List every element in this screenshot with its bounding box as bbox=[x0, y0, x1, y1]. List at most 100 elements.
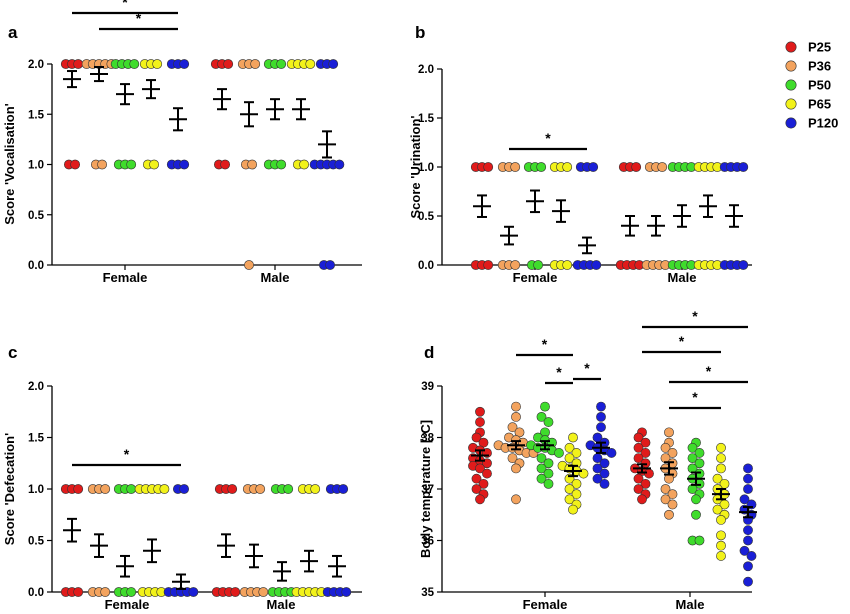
legend-label-p25: P25 bbox=[808, 40, 831, 55]
data-point-p36 bbox=[660, 494, 671, 505]
data-point-p65 bbox=[712, 504, 723, 515]
data-point-p25 bbox=[73, 59, 84, 69]
y-tick-label: 0.5 bbox=[28, 210, 45, 222]
panel-letter: a bbox=[8, 23, 18, 42]
y-tick-label: 38 bbox=[421, 433, 434, 445]
data-point-p50 bbox=[694, 458, 705, 469]
significance-star: * bbox=[679, 333, 685, 349]
significance-star: * bbox=[584, 360, 590, 376]
y-tick-label: 2.0 bbox=[28, 381, 44, 393]
data-point-p65 bbox=[562, 162, 573, 172]
y-tick-label: 36 bbox=[421, 536, 434, 548]
data-point-p25 bbox=[633, 442, 644, 453]
data-point-p25 bbox=[471, 473, 482, 484]
data-point-p36 bbox=[255, 484, 266, 494]
data-point-p25 bbox=[70, 159, 80, 170]
data-point-p25 bbox=[475, 417, 485, 427]
category-label: Male bbox=[267, 597, 296, 612]
legend-marker-p65 bbox=[785, 98, 797, 110]
category-label: Male bbox=[676, 597, 705, 612]
data-point-p25 bbox=[220, 159, 230, 170]
data-point-p36 bbox=[100, 484, 111, 494]
data-point-p25 bbox=[640, 478, 651, 489]
data-point-p120 bbox=[743, 484, 753, 494]
significance-star: * bbox=[556, 364, 562, 380]
legend: P25 P36 P50 P65 P120 bbox=[785, 40, 838, 131]
y-tick-label: 0.0 bbox=[28, 260, 44, 272]
data-point-p120 bbox=[179, 59, 190, 69]
data-point-p65 bbox=[712, 473, 723, 484]
data-point-p50 bbox=[536, 411, 547, 422]
data-point-p120 bbox=[739, 494, 750, 505]
data-point-p50 bbox=[687, 442, 698, 453]
data-point-p120 bbox=[592, 473, 603, 484]
category-label: Female bbox=[105, 597, 150, 612]
significance-star: * bbox=[706, 363, 712, 379]
data-point-p65 bbox=[571, 478, 582, 489]
data-point-p120 bbox=[743, 473, 753, 484]
data-point-p65 bbox=[568, 504, 578, 515]
panel-a-vocalisation: a 0.0 0.5 1.0 1.5 2.0 Score 'Vocalisation' Fema… bbox=[2, 0, 362, 285]
data-point-p36 bbox=[664, 509, 674, 520]
data-point-p25 bbox=[223, 59, 234, 69]
significance-star: * bbox=[692, 389, 698, 405]
panel-b-urination: b 0.0 0.5 1.0 1.5 2.0 Score 'Urination' Female M… bbox=[408, 23, 752, 285]
data-point-p65 bbox=[564, 494, 575, 505]
data-point-p120 bbox=[338, 484, 349, 494]
data-point-p120 bbox=[743, 525, 753, 536]
data-point-p25 bbox=[633, 473, 644, 484]
data-point-p25 bbox=[482, 468, 492, 479]
data-point-p36 bbox=[250, 59, 261, 69]
y-axis-label: Score 'Defecation' bbox=[2, 433, 17, 545]
data-point-p25 bbox=[631, 162, 642, 172]
data-point-p25 bbox=[230, 587, 241, 597]
significance-star: * bbox=[545, 130, 551, 146]
data-point-p36 bbox=[507, 453, 518, 463]
y-tick-label: 1.5 bbox=[418, 113, 435, 125]
data-point-p25 bbox=[633, 453, 644, 463]
legend-label-p50: P50 bbox=[808, 78, 831, 93]
data-point-p120 bbox=[739, 545, 750, 556]
data-point-p65 bbox=[716, 515, 726, 525]
data-point-p65 bbox=[716, 530, 726, 541]
data-point-p50 bbox=[276, 59, 287, 69]
data-point-p50 bbox=[126, 159, 137, 170]
legend-marker-p50 bbox=[785, 79, 797, 91]
category-label: Female bbox=[513, 270, 558, 285]
y-tick-label: 2.0 bbox=[28, 59, 44, 71]
data-point-p50 bbox=[543, 417, 554, 427]
data-point-p120 bbox=[743, 576, 753, 587]
data-point-p36 bbox=[511, 401, 521, 412]
panel-letter: b bbox=[415, 23, 425, 42]
data-point-p50 bbox=[533, 260, 543, 270]
data-point-p65 bbox=[299, 159, 309, 170]
data-point-p120 bbox=[738, 162, 749, 172]
y-axis-label: Score 'Vocalisation' bbox=[2, 103, 17, 225]
data-point-p25 bbox=[471, 484, 482, 494]
panel-letter: c bbox=[8, 343, 17, 362]
data-point-p120 bbox=[599, 458, 610, 469]
data-point-p120 bbox=[606, 448, 617, 458]
data-point-p25 bbox=[475, 406, 485, 417]
data-point-p36 bbox=[247, 159, 257, 170]
data-point-p120 bbox=[179, 484, 189, 494]
data-point-p50 bbox=[554, 448, 564, 458]
data-point-p25 bbox=[633, 484, 644, 494]
panel-c-defecation: c 0.0 0.5 1.0 1.5 2.0 Score 'Defecation' Female… bbox=[2, 343, 362, 612]
panel-d-body-temperature: d 35 36 37 38 39 Body temperature [°C] Female Ma… bbox=[418, 308, 757, 612]
y-tick-label: 1.5 bbox=[28, 433, 45, 445]
data-point-p120 bbox=[592, 463, 603, 474]
data-point-p50 bbox=[126, 587, 137, 597]
data-point-p36 bbox=[660, 484, 671, 494]
data-point-p50 bbox=[536, 453, 547, 463]
data-point-p65 bbox=[571, 448, 582, 458]
category-label: Female bbox=[103, 270, 148, 285]
data-point-p50 bbox=[543, 458, 554, 469]
data-point-p65 bbox=[568, 432, 578, 443]
y-tick-label: 37 bbox=[421, 484, 434, 496]
data-point-p50 bbox=[694, 535, 705, 546]
significance-star: * bbox=[124, 446, 130, 462]
data-point-p120 bbox=[743, 535, 753, 546]
data-point-p50 bbox=[126, 484, 137, 494]
